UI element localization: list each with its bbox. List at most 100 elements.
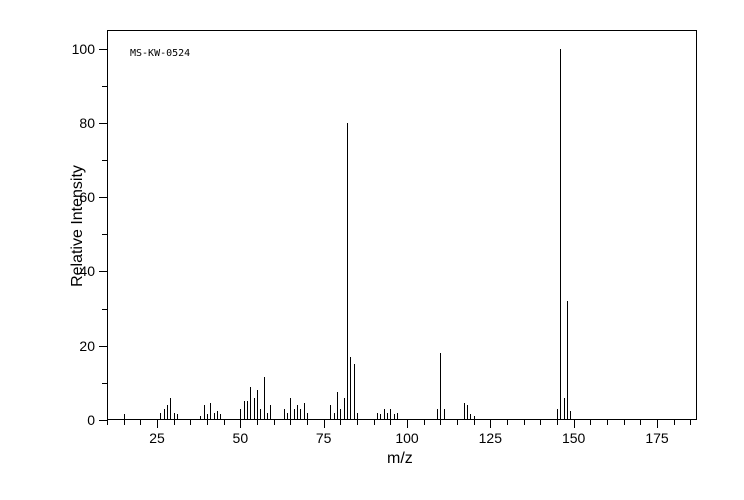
- spectrum-peak: [287, 413, 288, 420]
- spectrum-peak: [557, 409, 558, 420]
- y-tick-label: 100: [65, 41, 95, 57]
- spectrum-peak: [397, 413, 398, 420]
- x-tick: [157, 420, 158, 428]
- x-minor-tick: [290, 420, 291, 425]
- x-minor-tick: [257, 420, 258, 425]
- x-tick-label: 150: [559, 430, 589, 446]
- y-tick-label: 0: [65, 412, 95, 428]
- spectrum-peak: [330, 405, 331, 420]
- spectrum-peak: [350, 357, 351, 420]
- spectrum-peak: [167, 405, 168, 420]
- y-tick: [99, 197, 107, 198]
- spectrum-peak: [240, 409, 241, 420]
- x-minor-tick: [624, 420, 625, 425]
- y-tick-label: 20: [65, 338, 95, 354]
- spectrum-peak: [464, 403, 465, 420]
- spectrum-peak: [164, 409, 165, 420]
- spectrum-peak: [260, 409, 261, 420]
- spectrum-peak: [380, 414, 381, 420]
- spectrum-peak: [470, 414, 471, 420]
- x-minor-tick: [174, 420, 175, 425]
- x-minor-tick: [457, 420, 458, 425]
- x-minor-tick: [557, 420, 558, 425]
- spectrum-peak: [270, 405, 271, 420]
- spectrum-peak: [264, 377, 265, 420]
- spectrum-peak: [567, 301, 568, 420]
- spectrum-peak: [290, 398, 291, 420]
- x-tick: [240, 420, 241, 428]
- spectrum-peak: [394, 414, 395, 420]
- spectrum-peak: [570, 411, 571, 420]
- spectrum-peak: [440, 353, 441, 420]
- x-tick: [657, 420, 658, 428]
- spectrum-peak: [160, 413, 161, 420]
- spectrum-peak: [387, 413, 388, 420]
- x-minor-tick: [540, 420, 541, 425]
- x-minor-tick: [424, 420, 425, 425]
- spectrum-peak: [337, 392, 338, 420]
- spectrum-peak: [334, 413, 335, 420]
- x-tick: [407, 420, 408, 428]
- y-tick-label: 60: [65, 189, 95, 205]
- x-minor-tick: [140, 420, 141, 425]
- y-tick-label: 80: [65, 115, 95, 131]
- spectrum-peak: [284, 409, 285, 420]
- spectrum-peak: [340, 409, 341, 420]
- x-minor-tick: [440, 420, 441, 425]
- y-tick: [99, 271, 107, 272]
- spectrum-peak: [210, 403, 211, 420]
- x-tick: [574, 420, 575, 428]
- y-tick: [99, 346, 107, 347]
- x-tick-label: 100: [392, 430, 422, 446]
- spectrum-peak: [564, 398, 565, 420]
- spectrum-peak: [174, 413, 175, 420]
- spectrum-peak: [560, 49, 561, 420]
- y-minor-tick: [102, 309, 107, 310]
- mass-spectrum-chart: Relative Intensity m/z MS-KW-0524 020406…: [0, 0, 744, 500]
- spectrum-peak: [344, 398, 345, 420]
- spectrum-peak: [377, 413, 378, 420]
- spectrum-peak: [200, 416, 201, 420]
- spectrum-peak: [300, 409, 301, 420]
- y-tick: [99, 123, 107, 124]
- y-minor-tick: [102, 160, 107, 161]
- spectrum-peak: [467, 405, 468, 420]
- y-minor-tick: [102, 234, 107, 235]
- x-tick-label: 25: [142, 430, 172, 446]
- spectrum-peak: [357, 413, 358, 420]
- spectrum-peak: [220, 414, 221, 420]
- spectrum-peak: [207, 414, 208, 420]
- spectrum-peak: [390, 409, 391, 420]
- spectrum-peak: [217, 411, 218, 420]
- x-minor-tick: [207, 420, 208, 425]
- spectrum-peak: [437, 409, 438, 420]
- spectrum-peak: [247, 401, 248, 420]
- spectrum-peak: [204, 405, 205, 420]
- x-minor-tick: [474, 420, 475, 425]
- spectrum-peak: [244, 401, 245, 420]
- x-minor-tick: [274, 420, 275, 425]
- spectrum-peak: [254, 398, 255, 420]
- x-minor-tick: [674, 420, 675, 425]
- y-minor-tick: [102, 383, 107, 384]
- x-minor-tick: [507, 420, 508, 425]
- x-tick: [490, 420, 491, 428]
- y-tick-label: 40: [65, 263, 95, 279]
- y-tick: [99, 49, 107, 50]
- x-tick-label: 175: [642, 430, 672, 446]
- x-minor-tick: [607, 420, 608, 425]
- x-minor-tick: [374, 420, 375, 425]
- spectrum-peak: [250, 387, 251, 420]
- y-minor-tick: [102, 86, 107, 87]
- x-minor-tick: [224, 420, 225, 425]
- x-minor-tick: [340, 420, 341, 425]
- x-minor-tick: [390, 420, 391, 425]
- spectrum-peak: [177, 414, 178, 420]
- spectrum-peak: [304, 403, 305, 420]
- spectrum-peak: [124, 414, 125, 420]
- spectrum-id-annotation: MS-KW-0524: [130, 48, 190, 59]
- x-tick-label: 75: [309, 430, 339, 446]
- x-minor-tick: [124, 420, 125, 425]
- x-tick-label: 50: [225, 430, 255, 446]
- x-minor-tick: [307, 420, 308, 425]
